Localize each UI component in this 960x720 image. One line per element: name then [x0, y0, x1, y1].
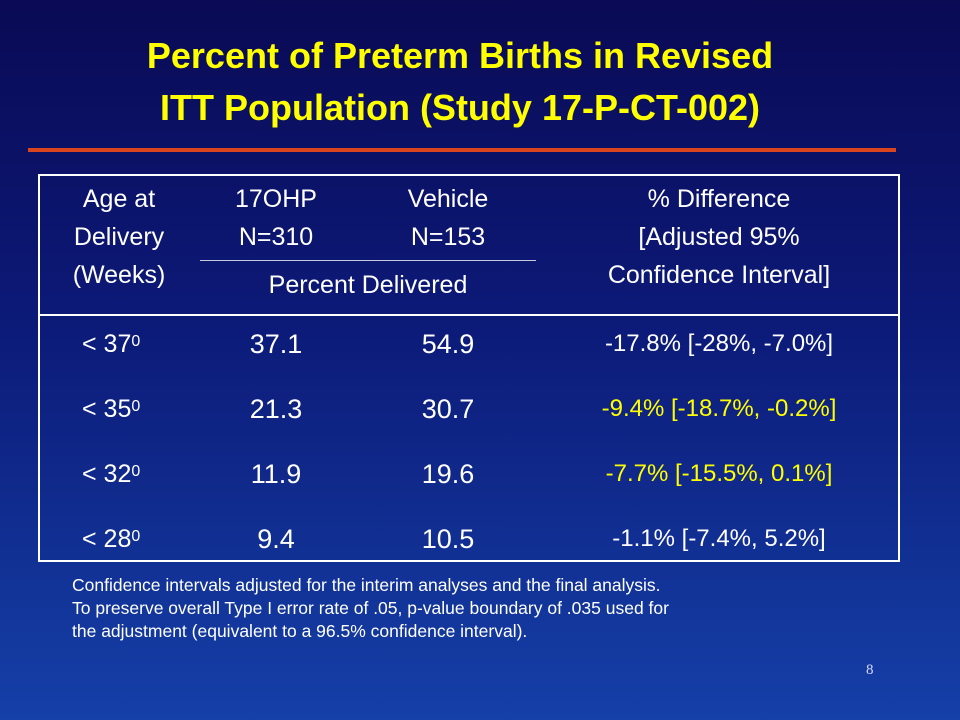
header-age-line-2: Delivery — [73, 223, 165, 251]
footnote: Confidence intervals adjusted for the in… — [72, 574, 902, 643]
header-17ohp-line-1: 17OHP — [235, 185, 317, 213]
header-divider — [38, 314, 900, 316]
row-vehicle-value: 30.7 — [421, 394, 475, 424]
row-age-cell: < 280 — [82, 520, 140, 558]
row-vehicle-value: 10.5 — [421, 524, 475, 554]
footnote-line-1: Confidence intervals adjusted for the in… — [72, 575, 661, 595]
row-age-label: < 35 — [82, 395, 132, 423]
title-divider — [28, 148, 896, 152]
row-age-label: < 28 — [82, 525, 132, 553]
header-difference-line-3: Confidence Interval] — [607, 261, 831, 289]
row-17ohp-value: 9.4 — [257, 524, 295, 554]
slide-title: Percent of Preterm Births in Revised ITT… — [0, 30, 920, 134]
header-percent-delivered: Percent Delivered — [268, 271, 468, 299]
row-age-cell: < 370 — [82, 325, 140, 363]
results-table — [38, 174, 900, 562]
header-17ohp: 17OHP N=310 — [200, 180, 352, 256]
header-difference-line-2: [Adjusted 95% — [638, 223, 800, 251]
subheader-divider — [200, 260, 536, 261]
row-difference-value: -1.1% [-7.4%, 5.2%] — [612, 525, 826, 552]
header-vehicle-line-1: Vehicle — [407, 185, 489, 213]
row-vehicle-value: 54.9 — [421, 329, 475, 359]
page-number: 8 — [866, 662, 874, 678]
row-17ohp-value: 37.1 — [249, 329, 303, 359]
row-age-label: < 32 — [82, 460, 132, 488]
row-17ohp-value: 21.3 — [249, 394, 303, 424]
title-line-2: ITT Population (Study 17-P-CT-002) — [159, 87, 761, 128]
footnote-line-2: To preserve overall Type I error rate of… — [72, 598, 669, 618]
header-difference-line-1: % Difference — [647, 185, 791, 213]
row-age-superscript: 0 — [131, 333, 141, 350]
header-vehicle-line-2: N=153 — [410, 223, 486, 251]
header-17ohp-line-2: N=310 — [238, 223, 314, 251]
row-difference-value: -17.8% [-28%, -7.0%] — [604, 330, 834, 357]
row-difference-value: -7.7% [-15.5%, 0.1%] — [605, 460, 833, 487]
header-age-line-1: Age at — [82, 185, 156, 213]
header-age-line-3: (Weeks) — [72, 261, 166, 289]
footnote-line-3: the adjustment (equivalent to a 96.5% co… — [72, 621, 528, 641]
header-age: Age at Delivery (Weeks) — [40, 180, 198, 294]
row-age-superscript: 0 — [131, 463, 141, 480]
header-vehicle: Vehicle N=153 — [360, 180, 536, 256]
title-line-1: Percent of Preterm Births in Revised — [146, 35, 774, 76]
row-difference-value: -9.4% [-18.7%, -0.2%] — [601, 395, 837, 422]
row-age-superscript: 0 — [131, 528, 141, 545]
row-age-superscript: 0 — [131, 398, 141, 415]
row-17ohp-value: 11.9 — [250, 459, 302, 489]
row-age-cell: < 320 — [82, 455, 140, 493]
row-age-label: < 37 — [82, 330, 132, 358]
row-vehicle-value: 19.6 — [421, 459, 475, 489]
header-difference: % Difference [Adjusted 95% Confidence In… — [540, 180, 898, 294]
row-age-cell: < 350 — [82, 390, 140, 428]
